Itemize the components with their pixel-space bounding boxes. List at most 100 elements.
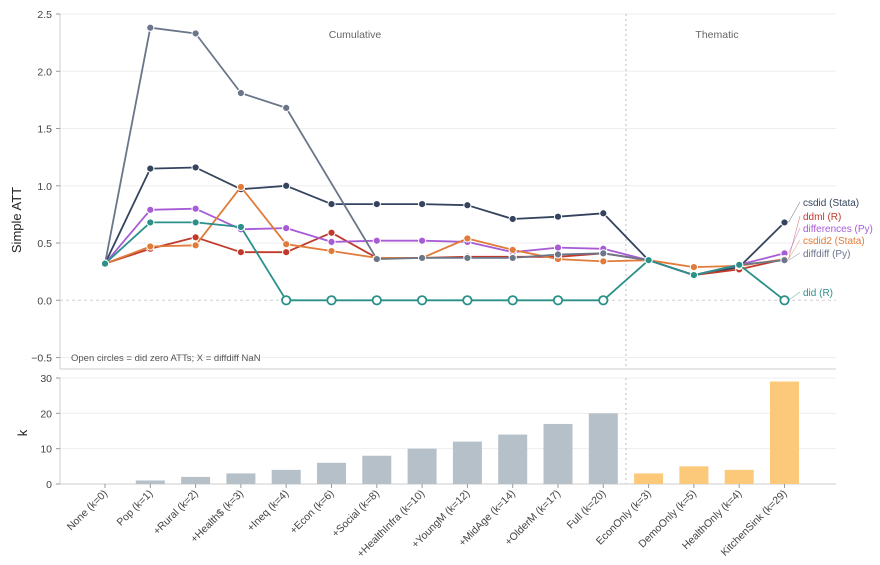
x-tick-label: +Econ (k=6) — [288, 488, 337, 537]
legend-leader — [788, 215, 801, 260]
legend-label: csdid2 (Stata) — [803, 236, 865, 247]
legend-leader — [788, 291, 801, 301]
data-point-open — [371, 295, 382, 306]
series-csdid2-stata — [100, 182, 789, 272]
bottom-y-axis-label: k — [15, 429, 30, 436]
data-point — [191, 233, 200, 242]
bottom-y-tick-label: 10 — [40, 444, 52, 456]
top-y-tick-label: 0.0 — [37, 295, 52, 307]
series-line — [104, 231, 785, 276]
bar-13 — [679, 466, 709, 484]
data-point-open — [598, 295, 609, 306]
data-point-open — [552, 295, 564, 306]
bottom-y-tick-label: 0 — [46, 479, 52, 491]
data-point — [282, 248, 291, 257]
legend-label: did (R) — [803, 288, 833, 299]
legend-leader — [788, 239, 801, 260]
top-y-tick-label: 2.0 — [37, 66, 52, 78]
data-point — [282, 240, 291, 249]
data-point — [463, 253, 472, 263]
bar-5 — [317, 462, 346, 484]
top-y-tick-label: 1.0 — [37, 181, 52, 193]
top-y-ticks: −0.5 0.0 0.5 1.0 1.5 2.0 2.5 — [31, 9, 60, 365]
data-point — [282, 103, 291, 113]
x-tick-label: Pop (k=1) — [115, 488, 156, 529]
bar-9 — [498, 434, 528, 484]
data-point — [191, 241, 200, 250]
data-point — [508, 253, 517, 263]
data-point — [146, 218, 155, 227]
top-y-tick-label: 2.5 — [37, 9, 52, 21]
bar-15 — [770, 381, 799, 484]
k-bar-panel: k 0 10 20 30 None (k=0) Pop (k=1)+Rural (k=2… — [15, 373, 836, 560]
data-point-open — [779, 295, 790, 306]
x-tick-label: None (k=0) — [65, 488, 110, 533]
bottom-y-ticks: 0 10 20 30 — [40, 373, 60, 491]
top-gridlines — [60, 13, 836, 359]
top-y-tick-label: 1.5 — [37, 124, 52, 136]
bottom-y-tick-label: 30 — [40, 373, 52, 385]
series-line — [104, 221, 786, 302]
data-point-open — [507, 295, 518, 306]
top-y-axis-label: Simple ATT — [9, 187, 24, 253]
data-point — [100, 259, 110, 268]
data-point — [191, 29, 200, 38]
data-point — [282, 181, 291, 190]
bar-12 — [634, 473, 664, 484]
data-point — [735, 260, 744, 269]
data-point — [327, 228, 336, 237]
data-point — [372, 236, 381, 245]
data-point — [418, 253, 427, 263]
data-point — [553, 250, 563, 259]
x-tick-label: Full (k=20) — [565, 488, 609, 532]
bar-3 — [226, 473, 256, 484]
data-point — [146, 23, 155, 32]
data-point — [599, 257, 608, 266]
top-axes — [59, 14, 836, 370]
data-point — [553, 243, 563, 252]
data-point — [146, 164, 155, 173]
data-point — [780, 256, 789, 265]
legend-leader — [788, 252, 801, 261]
data-point — [191, 204, 200, 213]
bar-14 — [724, 469, 754, 484]
data-point — [191, 218, 200, 227]
data-point — [236, 182, 245, 192]
data-point — [553, 212, 563, 221]
data-point — [146, 205, 155, 214]
top-y-tick-label: 0.5 — [37, 238, 52, 250]
data-point — [418, 236, 427, 245]
chart-note: Open circles = did zero ATTs; X = diffdi… — [71, 353, 261, 364]
legend-leader — [788, 201, 801, 223]
data-point-open — [326, 295, 337, 306]
data-point — [418, 199, 427, 209]
x-tick-label: +Ineq (k=4) — [245, 488, 291, 534]
data-point — [282, 224, 291, 233]
att-line-panel: Simple ATT Cumulative Thematic Open circ… — [9, 9, 873, 370]
data-point — [689, 262, 699, 272]
x-tick-labels: None (k=0) Pop (k=1)+Rural (k=2)+Health$ … — [65, 484, 790, 560]
x-tick-label: +Rural (k=2) — [151, 488, 201, 538]
data-point — [327, 237, 336, 246]
data-point — [780, 218, 789, 227]
data-point-open — [416, 295, 428, 306]
data-point-open — [462, 295, 473, 306]
data-point — [236, 222, 245, 232]
series-did-r — [100, 218, 790, 306]
data-point — [599, 209, 608, 218]
series-line — [104, 166, 786, 276]
legend-leader — [788, 227, 801, 254]
top-y-tick-label: −0.5 — [31, 353, 52, 365]
data-point — [236, 248, 245, 257]
bottom-y-tick-label: 20 — [40, 408, 52, 420]
bar-11 — [588, 413, 618, 484]
series-differences-py — [100, 204, 789, 280]
bar-1 — [135, 480, 165, 484]
bar-6 — [362, 455, 392, 484]
series-line — [104, 26, 785, 276]
data-point — [236, 88, 245, 98]
data-point-open — [281, 295, 292, 306]
bar-2 — [181, 476, 211, 484]
bar-10 — [543, 423, 573, 484]
